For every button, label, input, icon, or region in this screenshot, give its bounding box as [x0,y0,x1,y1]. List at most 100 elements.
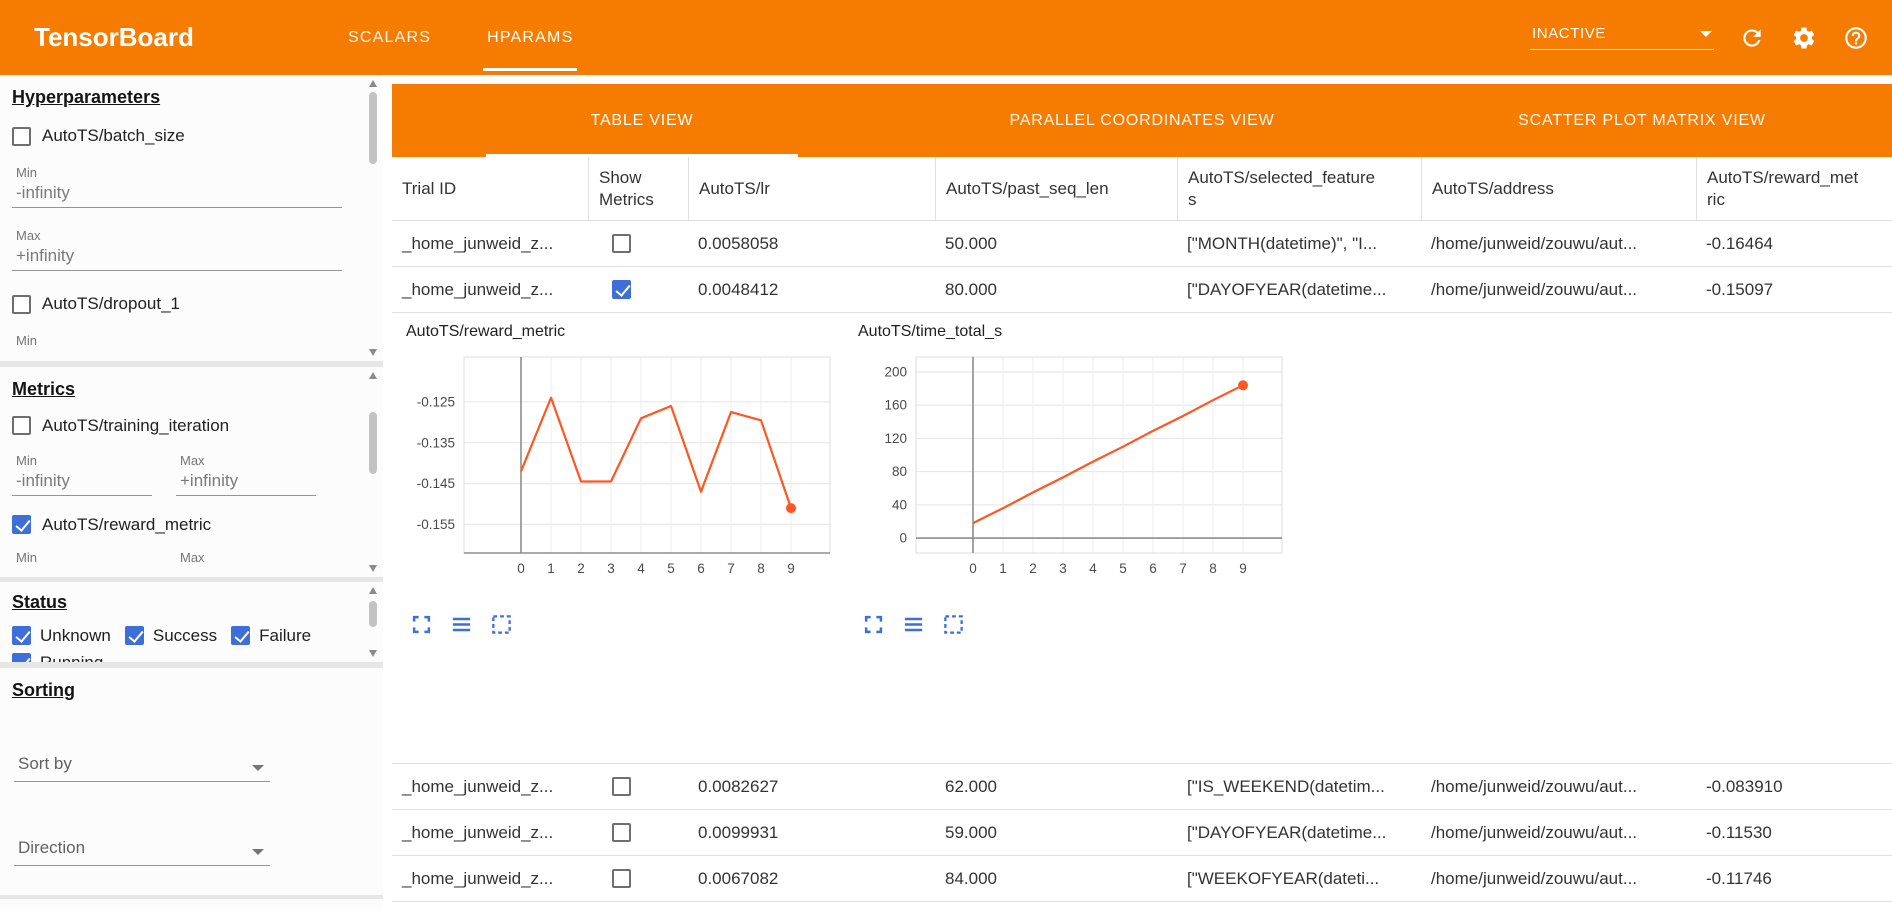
svg-text:-0.145: -0.145 [417,476,455,491]
tab-scalars[interactable]: SCALARS [348,28,432,46]
col-lr: AutoTS/lr [688,157,935,220]
tab-parallel-coordinates-view[interactable]: PARALLEL COORDINATES VIEW [1009,111,1275,129]
refresh-icon[interactable] [1738,24,1766,52]
min-label: Min [16,452,37,468]
fit-domain-icon[interactable] [490,613,513,636]
topbar-actions: INACTIVE [1530,0,1892,75]
show-metrics-checkbox[interactable] [612,234,631,253]
horizontal-lines-icon[interactable] [450,613,473,636]
caret-down-icon [252,849,264,856]
metrics-heading: Metrics [12,378,76,399]
batch-size-min-input[interactable]: -infinity [12,180,342,208]
fit-domain-icon[interactable] [942,613,965,636]
dropout-label: AutoTS/dropout_1 [42,294,180,313]
batch-size-checkbox[interactable] [12,126,31,146]
dropout-checkbox[interactable] [12,294,31,314]
hparam-dropout-row[interactable]: AutoTS/dropout_1 [12,293,357,315]
past-seq-len-cell: 84.000 [945,868,997,888]
min-label: Min [16,333,37,348]
hyperparameters-heading: Hyperparameters [12,87,161,107]
status-unknown[interactable]: Unknown [12,626,111,646]
expand-icon[interactable] [410,613,433,636]
horizontal-lines-icon[interactable] [902,613,925,636]
status-success[interactable]: Success [124,626,217,646]
hyperparameters-section: Hyperparameters AutoTS/batch_size Min -i… [0,75,383,361]
table-row: _home_junweid_z... 0.0058058 50.000 ["MO… [392,221,1892,267]
help-icon[interactable] [1842,24,1870,52]
trial-id-cell: _home_junweid_z... [402,233,554,253]
scroll-up-icon[interactable] [369,371,377,379]
scrollbar-thumb[interactable] [369,92,377,164]
scroll-down-icon[interactable] [369,564,377,572]
col-past-seq-len: AutoTS/past_seq_len [935,157,1177,220]
svg-text:1: 1 [547,561,555,576]
hparam-batch-size-row[interactable]: AutoTS/batch_size [12,125,357,147]
metrics-scrollbar[interactable] [367,370,379,574]
col-address: AutoTS/address [1421,157,1696,220]
min-label: Min [16,549,37,565]
metric-min-input[interactable]: -infinity [12,468,152,496]
scroll-up-icon[interactable] [369,586,377,594]
metric-training-iteration-row[interactable]: AutoTS/training_iteration [12,415,357,437]
selected-features-cell: ["IS_WEEKEND(datetim... [1187,776,1385,796]
time-total-chart-block: AutoTS/time_total_s 0 40 80 120 160 200 0 1 2 3 4 5… [856,323,1300,763]
reward-metric-cell: -0.083910 [1706,776,1783,796]
runs-selector-dropdown[interactable]: INACTIVE [1530,25,1714,50]
show-metrics-checkbox[interactable] [612,823,631,842]
selected-features-cell: ["DAYOFYEAR(datetime... [1187,822,1387,842]
past-seq-len-cell: 59.000 [945,822,997,842]
chart-title: AutoTS/reward_metric [406,323,566,340]
table-row: _home_junweid_z... 0.0099931 59.000 ["DA… [392,810,1892,856]
lr-cell: 0.0048412 [698,279,779,299]
reward-metric-line-chart[interactable]: -0.125 -0.135 -0.145 -0.155 0 1 2 3 4 5 6 7 8 9 [404,347,848,600]
tab-table-view[interactable]: TABLE VIEW [392,84,892,157]
running-checkbox[interactable] [12,653,31,663]
training-iteration-label: AutoTS/training_iteration [42,415,230,435]
batch-size-max-input[interactable]: +infinity [12,243,342,271]
view-tabs: TABLE VIEW PARALLEL COORDINATES VIEW SCA… [392,84,1892,157]
lr-cell: 0.0067082 [698,868,779,888]
svg-text:80: 80 [892,464,907,479]
status-running[interactable]: Running [12,653,103,663]
scroll-up-icon[interactable] [369,80,377,87]
tab-scatter-plot-matrix-view[interactable]: SCATTER PLOT MATRIX VIEW [1518,111,1766,129]
tab-hparams[interactable]: HPARAMS [459,0,601,75]
sort-by-value: Sort by [18,754,72,774]
settings-gear-icon[interactable] [1790,24,1818,52]
scroll-down-icon[interactable] [369,348,377,356]
metric-reward-row[interactable]: AutoTS/reward_metric [12,514,357,536]
scrollbar-thumb[interactable] [369,411,377,474]
svg-text:2: 2 [577,561,585,576]
address-cell: /home/junweid/zouwu/aut... [1431,868,1638,888]
col-reward-metric: AutoTS/reward_metric [1696,157,1892,220]
training-iteration-checkbox[interactable] [12,416,31,436]
success-checkbox[interactable] [124,626,144,645]
lr-cell: 0.0082627 [698,776,779,796]
status-failure[interactable]: Failure [231,626,311,646]
reward-metric-checkbox[interactable] [12,515,31,535]
selected-features-cell: ["MONTH(datetime)", "I... [1187,233,1378,253]
unknown-checkbox[interactable] [12,626,31,645]
scrollbar-thumb[interactable] [369,600,377,627]
scroll-down-icon[interactable] [369,650,377,658]
show-metrics-checkbox[interactable] [612,280,631,299]
selected-features-cell: ["WEEKOFYEAR(dateti... [1187,868,1380,888]
caret-down-icon [1700,30,1712,37]
time-total-line-chart[interactable]: 0 40 80 120 160 200 0 1 2 3 4 5 6 7 8 9 [856,347,1300,600]
table-header: Trial ID Show Metrics AutoTS/lr AutoTS/p… [392,157,1892,221]
show-metrics-checkbox[interactable] [612,777,631,796]
col-trial-id: Trial ID [402,178,457,198]
show-metrics-checkbox[interactable] [612,869,631,888]
hparams-main: TABLE VIEW PARALLEL COORDINATES VIEW SCA… [392,75,1892,911]
sort-by-dropdown[interactable]: Sort by [14,748,270,783]
metric-max-input[interactable]: +infinity [176,468,316,496]
expand-icon[interactable] [862,613,885,636]
svg-text:6: 6 [697,561,705,576]
address-cell: /home/junweid/zouwu/aut... [1431,776,1638,796]
direction-dropdown[interactable]: Direction [14,832,270,867]
failure-checkbox[interactable] [231,626,251,645]
hyperparameters-scrollbar[interactable] [367,78,379,358]
svg-text:2: 2 [1029,561,1037,576]
trial-id-cell: _home_junweid_z... [402,868,554,888]
status-scrollbar[interactable] [367,585,379,660]
